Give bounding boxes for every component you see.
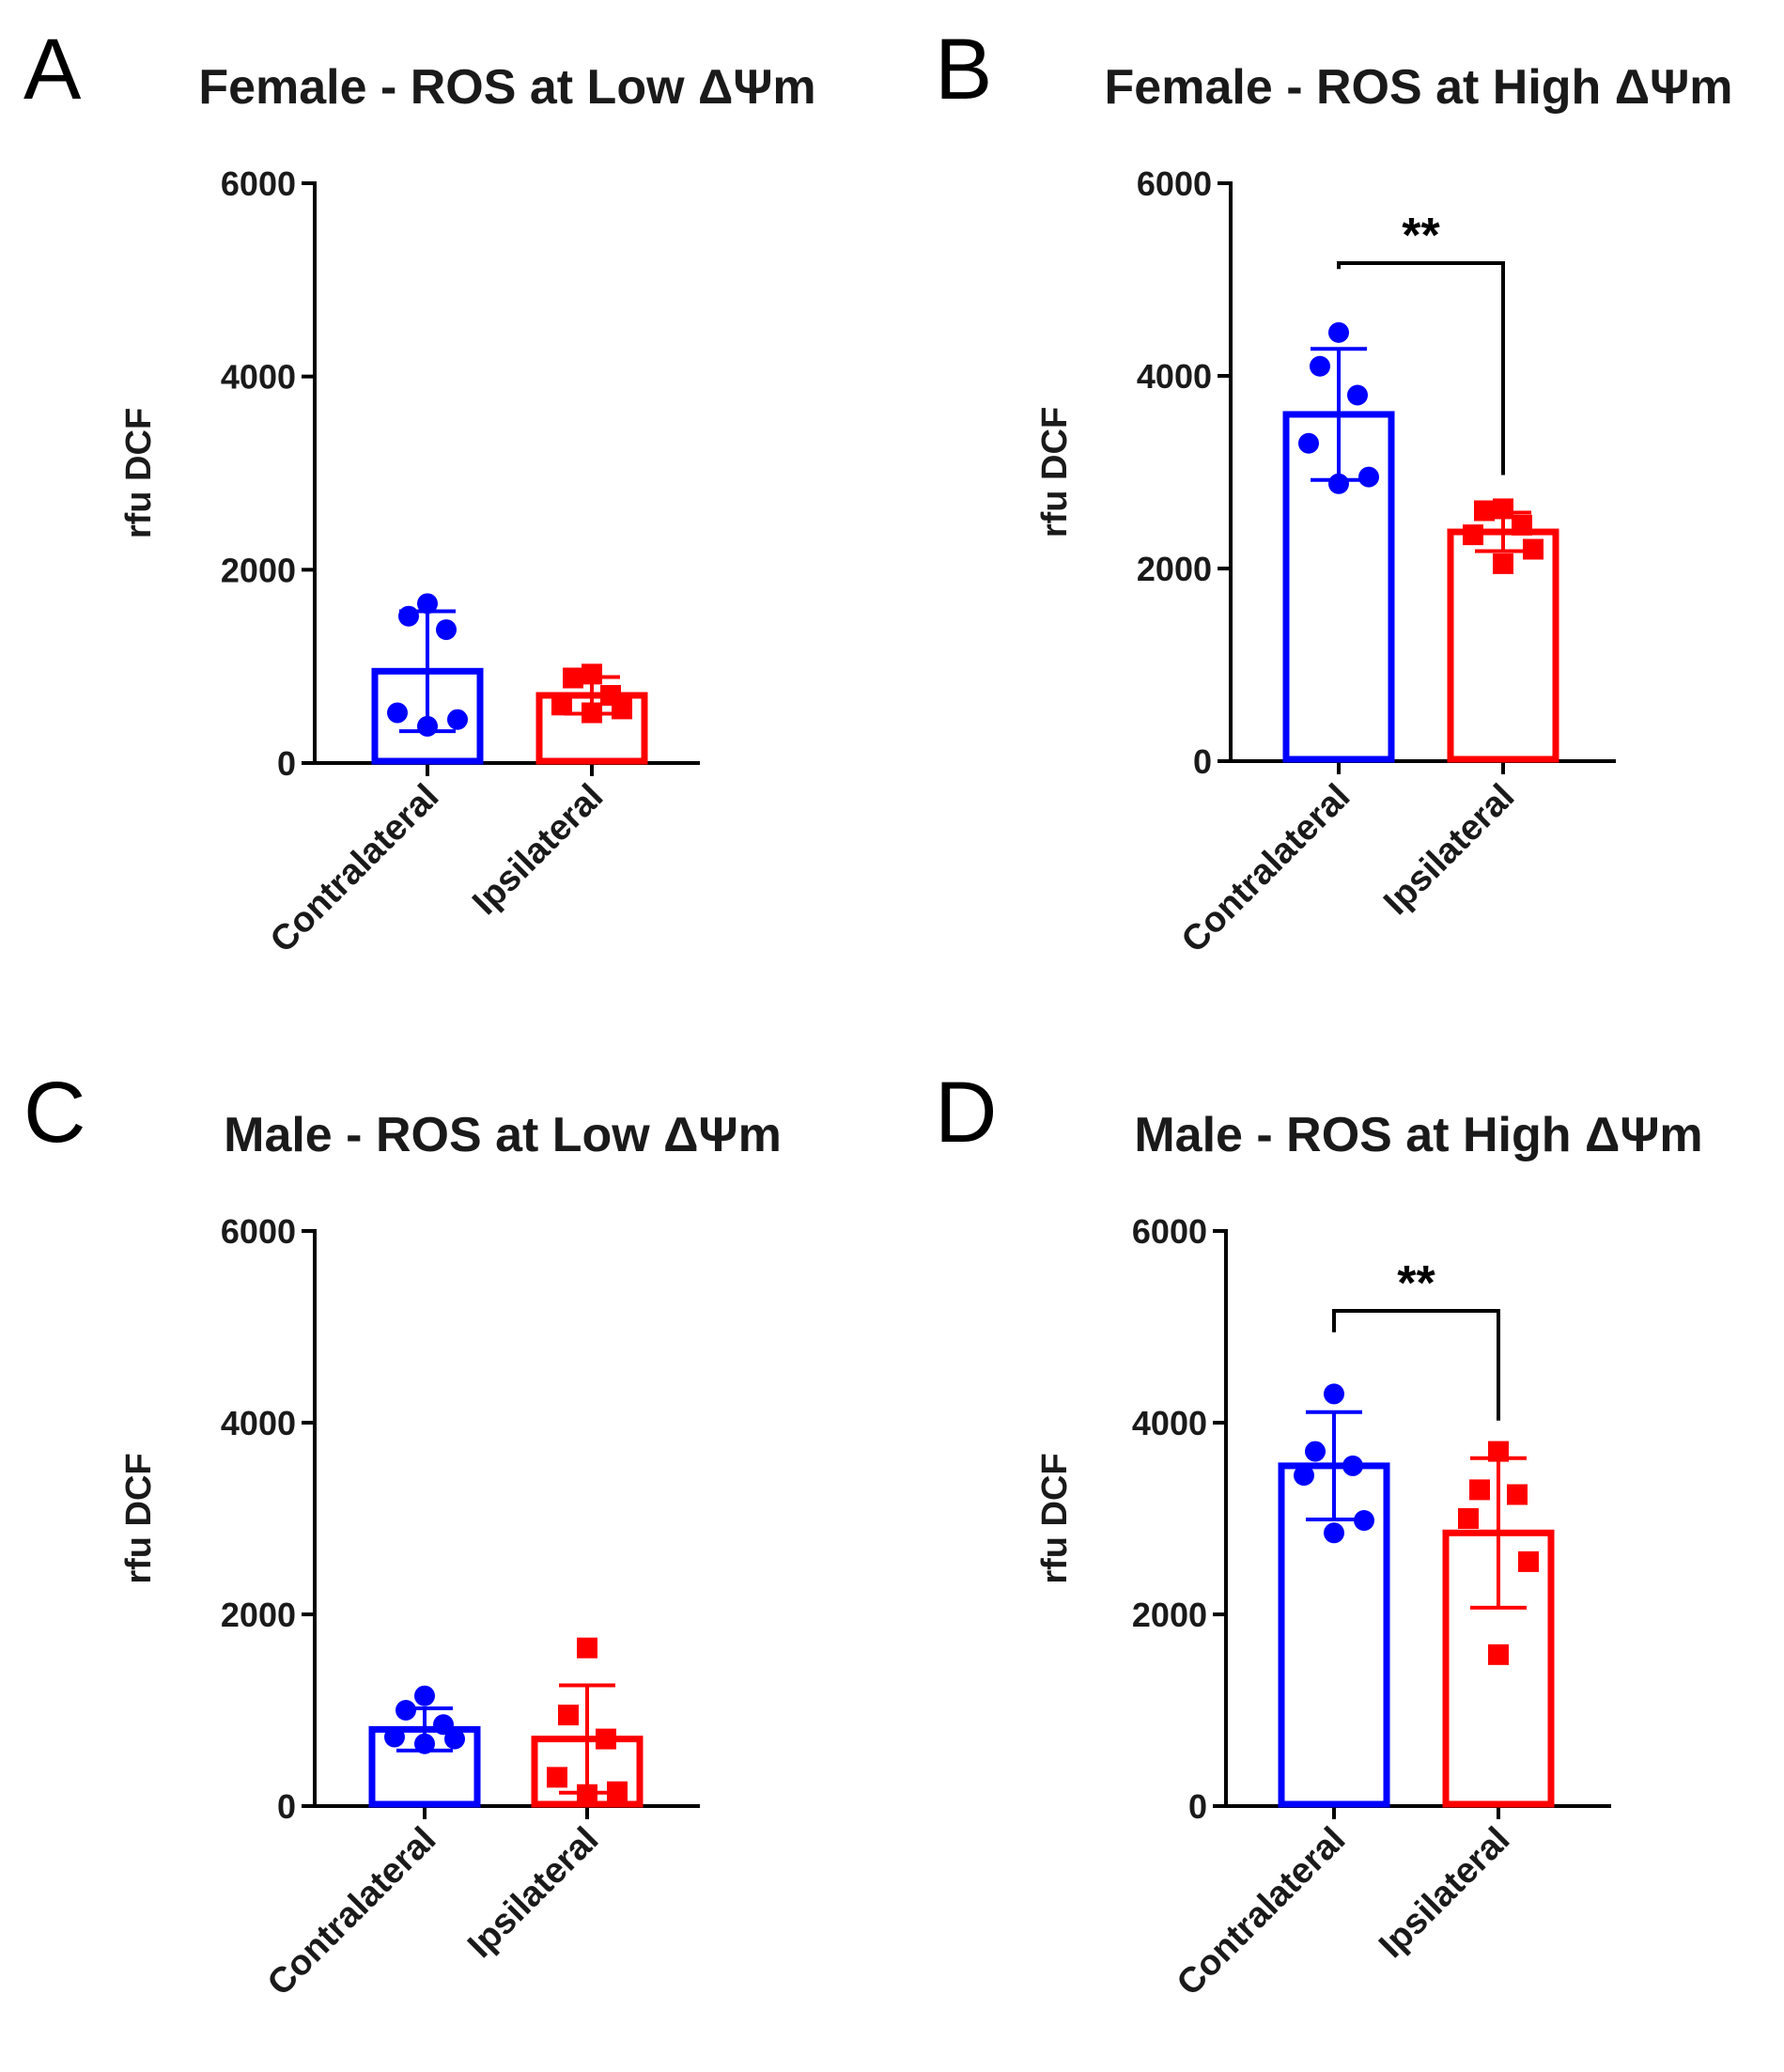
y-tick-label: 4000 xyxy=(221,1404,296,1442)
data-point-square xyxy=(577,1637,597,1659)
data-point-circle xyxy=(1324,1522,1344,1544)
data-point-circle xyxy=(433,1714,454,1736)
data-point-circle xyxy=(417,715,438,737)
panel-letter: A xyxy=(23,22,82,117)
chart-title: Female - ROS at High ΔΨm xyxy=(1105,60,1733,115)
data-point-square xyxy=(1458,1508,1479,1529)
panel-a: A Female - ROS at Low ΔΨm 0 2000 4000 6000 rfu… xyxy=(23,22,816,960)
significance-label: ** xyxy=(1402,209,1440,263)
y-tick-label: 4000 xyxy=(221,358,296,397)
data-point-circle xyxy=(1347,384,1368,406)
panel-letter: D xyxy=(935,1065,997,1161)
significance-bracket xyxy=(1337,261,1505,475)
data-point-circle xyxy=(387,702,408,724)
significance-bracket xyxy=(1332,1309,1500,1421)
y-tick-label: 0 xyxy=(277,744,296,783)
data-point-circle xyxy=(444,1728,465,1750)
chart-title: Male - ROS at High ΔΨm xyxy=(1134,1108,1702,1162)
panel-c: C Male - ROS at Low ΔΨm 0 2000 4000 6000 rfu D… xyxy=(23,1065,782,2003)
category-label: Contralateral xyxy=(260,1820,443,2003)
panel-b: B Female - ROS at High ΔΨm 0 2000 4000 6000 rf… xyxy=(935,22,1732,960)
data-point-circle xyxy=(414,1685,435,1706)
data-point-square xyxy=(551,694,572,716)
data-point-square xyxy=(1474,500,1495,522)
data-point-circle xyxy=(384,1726,405,1748)
data-point-square xyxy=(1493,553,1513,574)
y-tick-label: 0 xyxy=(1188,1787,1207,1826)
data-point-circle xyxy=(1294,1465,1314,1487)
y-axis-label: rfu DCF xyxy=(119,408,159,538)
y-axis-label: rfu DCF xyxy=(119,1453,159,1583)
data-point-square xyxy=(1507,1484,1528,1505)
data-point-square xyxy=(1463,524,1483,546)
significance-label: ** xyxy=(1397,1256,1435,1311)
data-point-square xyxy=(547,1767,567,1788)
data-point-circle xyxy=(1298,432,1319,454)
data-point-square xyxy=(596,1728,616,1750)
y-tick-label: 2000 xyxy=(221,1596,296,1634)
panel-letter: B xyxy=(935,22,992,117)
data-point-circle xyxy=(398,605,419,627)
data-point-circle xyxy=(1305,1441,1326,1462)
y-tick-label: 6000 xyxy=(221,1212,296,1251)
data-point-circle xyxy=(396,1700,416,1721)
category-label: Ipsilateral xyxy=(460,1820,606,1966)
category-label: Contralateral xyxy=(1174,777,1357,960)
data-point-square xyxy=(1523,538,1544,560)
y-axis-label: rfu DCF xyxy=(1035,1453,1075,1583)
data-point-circle xyxy=(1354,1510,1374,1532)
data-point-circle xyxy=(1358,466,1379,488)
y-tick-label: 4000 xyxy=(1132,1404,1207,1442)
data-point-square xyxy=(1518,1550,1539,1572)
data-point-square xyxy=(607,1781,628,1802)
data-point-circle xyxy=(447,709,468,730)
panel-letter: C xyxy=(23,1065,85,1161)
y-tick-label: 2000 xyxy=(1132,1596,1207,1634)
data-point-square xyxy=(612,698,632,720)
data-point-square xyxy=(1469,1479,1490,1501)
data-point-circle xyxy=(1342,1455,1363,1476)
data-point-circle xyxy=(436,619,457,641)
data-point-circle xyxy=(1324,1383,1344,1405)
data-point-square xyxy=(558,1705,579,1726)
data-point-circle xyxy=(1328,321,1349,343)
category-label: Contralateral xyxy=(263,777,446,960)
data-point-circle xyxy=(1328,473,1349,494)
category-label: Ipsilateral xyxy=(1372,1820,1517,1966)
data-point-square xyxy=(1512,514,1532,536)
data-point-circle xyxy=(417,593,438,615)
chart-title: Female - ROS at Low ΔΨm xyxy=(198,60,815,115)
y-tick-label: 6000 xyxy=(221,164,296,203)
data-point-square xyxy=(577,1784,597,1805)
y-tick-label: 2000 xyxy=(221,551,296,589)
y-tick-label: 2000 xyxy=(1137,550,1212,588)
data-point-square xyxy=(1488,1644,1509,1665)
data-point-square xyxy=(563,667,583,689)
data-point-square xyxy=(582,702,602,724)
y-tick-label: 0 xyxy=(277,1787,296,1826)
y-tick-label: 4000 xyxy=(1137,357,1212,396)
category-label: Ipsilateral xyxy=(1376,777,1522,923)
y-tick-label: 6000 xyxy=(1137,164,1212,203)
y-axis-label: rfu DCF xyxy=(1035,407,1075,537)
data-point-square xyxy=(1493,498,1513,520)
y-tick-label: 0 xyxy=(1193,742,1212,781)
data-point-circle xyxy=(414,1733,435,1754)
data-point-square xyxy=(1488,1441,1509,1462)
data-point-square xyxy=(582,663,602,685)
category-label: Contralateral xyxy=(1170,1820,1353,2003)
category-label: Ipsilateral xyxy=(465,777,611,923)
panel-d: D Male - ROS at High ΔΨm 0 2000 4000 6000 rfu … xyxy=(935,1065,1703,2003)
chart-title: Male - ROS at Low ΔΨm xyxy=(224,1108,782,1162)
y-tick-label: 6000 xyxy=(1132,1212,1207,1251)
data-point-circle xyxy=(1310,355,1330,377)
